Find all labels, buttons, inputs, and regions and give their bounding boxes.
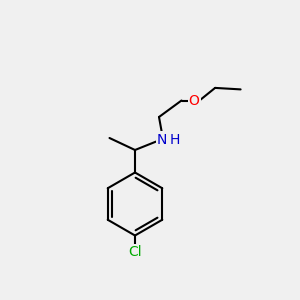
Text: O: O (189, 94, 200, 107)
Text: N: N (157, 133, 167, 146)
Text: Cl: Cl (128, 245, 142, 259)
Text: H: H (169, 133, 180, 146)
